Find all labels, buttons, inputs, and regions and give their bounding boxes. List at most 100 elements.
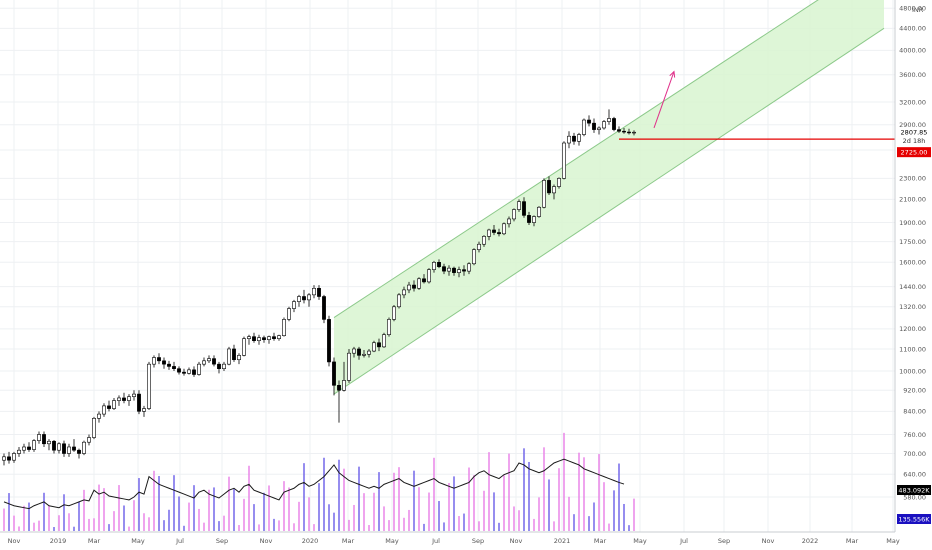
price-tick-label: 2300.00 bbox=[899, 175, 926, 183]
volume-bar bbox=[293, 523, 295, 531]
volume-bar bbox=[248, 465, 250, 531]
price-tick-label: 760.00 bbox=[903, 431, 926, 439]
volume-bar bbox=[133, 500, 135, 531]
volume-bar bbox=[43, 492, 45, 531]
volume-bar bbox=[253, 504, 255, 531]
price-tick-label: 1100.00 bbox=[899, 345, 926, 353]
volume-bar bbox=[413, 470, 415, 531]
time-tick-label: May bbox=[886, 537, 900, 545]
volume-bar bbox=[268, 485, 270, 531]
countdown-label: 2d 18h bbox=[903, 137, 926, 145]
arrow-head[interactable] bbox=[669, 70, 676, 78]
price-axis[interactable]: 4800.00 4400.00 4000.00 3600.00 3200.00 2900.… bbox=[899, 5, 926, 502]
volume-bar bbox=[263, 492, 265, 531]
volume-bar bbox=[328, 504, 330, 531]
volume-bar bbox=[118, 485, 120, 531]
parallel-channel[interactable] bbox=[333, 0, 885, 395]
price-tick-label: 700.00 bbox=[903, 450, 926, 458]
time-tick-label: Nov bbox=[510, 537, 523, 545]
volume-bar bbox=[428, 492, 430, 531]
volume-bar bbox=[213, 487, 215, 531]
candle-body bbox=[327, 319, 331, 363]
volume-bar bbox=[138, 478, 140, 531]
time-axis[interactable]: Nov 2019 Mar May Jul Sep Nov 2020 Mar May Jul Sep No… bbox=[8, 537, 900, 545]
price-tick-label: 920.00 bbox=[903, 387, 926, 395]
candle-body bbox=[187, 369, 191, 374]
volume-bar bbox=[588, 516, 590, 531]
candle-body bbox=[242, 338, 246, 356]
time-tick-label: Mar bbox=[594, 537, 607, 545]
volume-bar bbox=[303, 463, 305, 531]
volume-bar bbox=[353, 504, 355, 531]
price-tick-label: 1200.00 bbox=[899, 325, 926, 333]
volume-bar bbox=[78, 501, 80, 531]
candle-body bbox=[522, 201, 526, 216]
volume-bar bbox=[393, 472, 395, 531]
price-tick-label: 2900.00 bbox=[899, 121, 926, 129]
price-tick-label: 4400.00 bbox=[899, 25, 926, 33]
candle-body bbox=[502, 223, 506, 235]
candle-body bbox=[372, 342, 376, 352]
current-price-badge: 2807.85 bbox=[901, 129, 928, 137]
volume-bar bbox=[238, 525, 240, 531]
candle-body bbox=[357, 348, 361, 356]
volume-bar bbox=[623, 503, 625, 531]
volume-bar bbox=[478, 521, 480, 531]
candle-body bbox=[237, 355, 241, 361]
candle-body bbox=[62, 443, 66, 454]
volume-bar bbox=[453, 476, 455, 531]
volume-bar bbox=[503, 475, 505, 531]
volume-bar bbox=[88, 518, 90, 531]
candle-body bbox=[527, 215, 531, 223]
candle-body bbox=[172, 366, 176, 369]
volume-bar bbox=[498, 522, 500, 531]
price-tick-label: 1320.00 bbox=[899, 303, 926, 311]
price-tick-label: 3200.00 bbox=[899, 98, 926, 106]
volume-bar bbox=[418, 487, 420, 531]
candle-body bbox=[37, 434, 41, 441]
volume-bar bbox=[363, 493, 365, 531]
projection-arrow-icon[interactable] bbox=[653, 70, 676, 129]
volume-bar bbox=[448, 483, 450, 531]
volume-bar bbox=[318, 483, 320, 531]
volume-bar bbox=[33, 522, 35, 531]
candle-body bbox=[82, 441, 86, 454]
volume-bar bbox=[18, 526, 20, 531]
candle-body bbox=[537, 206, 541, 217]
volume-bar bbox=[583, 457, 585, 531]
candle-body bbox=[227, 348, 231, 365]
candle-body bbox=[452, 267, 456, 273]
candle-body bbox=[412, 284, 416, 289]
volume-ma-badge: 483.092K bbox=[898, 486, 930, 494]
hline-price-badge-bg bbox=[897, 147, 931, 158]
current-price-badge-bg bbox=[897, 127, 931, 138]
volume-bar bbox=[98, 484, 100, 531]
candle-body bbox=[302, 296, 306, 301]
candle-body bbox=[127, 396, 131, 401]
arrow-shaft[interactable] bbox=[653, 71, 675, 129]
volume-bar bbox=[108, 524, 110, 531]
candle-body bbox=[432, 262, 436, 270]
volume-ma-path bbox=[3, 458, 625, 510]
volume-bar bbox=[208, 489, 210, 531]
candle-body bbox=[592, 122, 596, 130]
volume-bar bbox=[163, 520, 165, 531]
candle-body bbox=[292, 301, 296, 309]
candle-body bbox=[307, 294, 311, 301]
volume-bar bbox=[373, 492, 375, 531]
volume-bar bbox=[228, 476, 230, 531]
volume-bar bbox=[38, 520, 40, 531]
channel-upper-line[interactable] bbox=[333, 0, 884, 318]
candle-body bbox=[217, 363, 221, 369]
channel-lower-line[interactable] bbox=[333, 27, 885, 395]
volume-bar bbox=[13, 515, 15, 531]
candle-body bbox=[142, 408, 146, 412]
volume-bar bbox=[558, 468, 560, 531]
volume-bar bbox=[283, 481, 285, 531]
volume-ma-badge-bg bbox=[897, 485, 931, 495]
candle-body bbox=[457, 269, 461, 273]
volume-ma-line bbox=[3, 458, 625, 510]
candle-body bbox=[547, 180, 551, 194]
